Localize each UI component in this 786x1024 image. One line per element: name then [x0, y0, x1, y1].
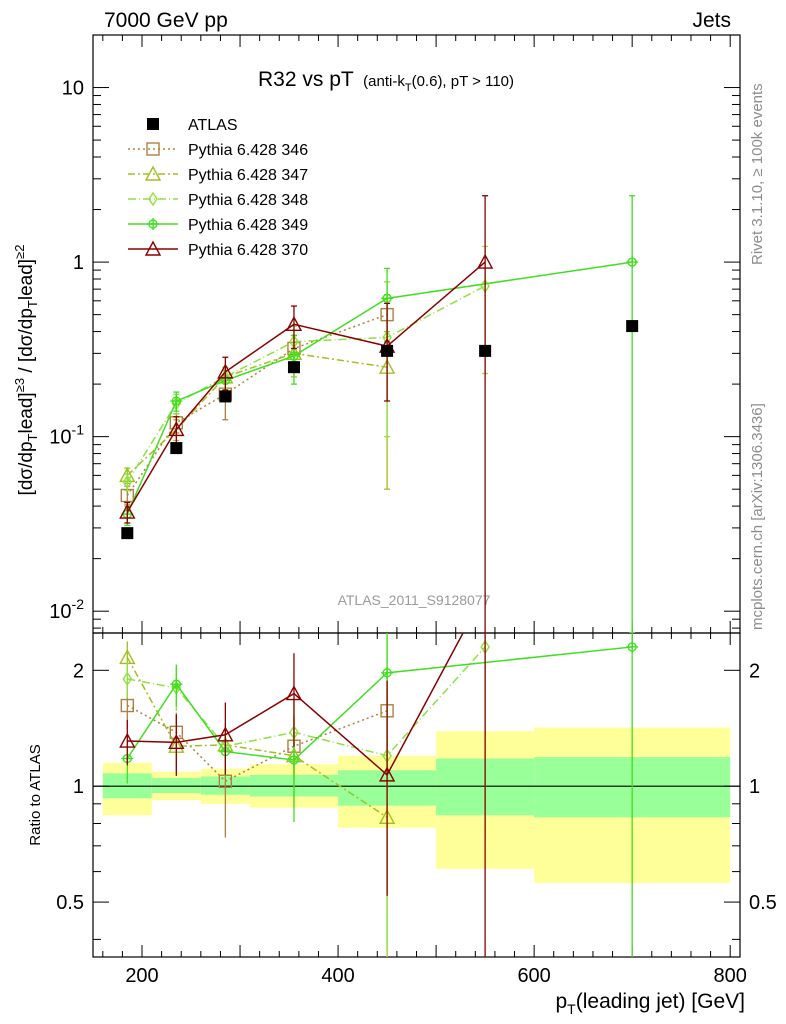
side-label-rivet: Rivet 3.1.10, ≥ 100k events: [749, 83, 766, 265]
ratio-point: [378, 766, 396, 782]
legend-marker: [144, 240, 162, 256]
x-tick-label: 400: [321, 965, 354, 987]
title-sub: (anti-k: [363, 73, 405, 90]
ratio-line: [126, 646, 633, 761]
series-349-main: [121, 195, 639, 633]
side-label-mcplots: mcplots.cern.ch [arXiv:1306.3436]: [749, 403, 766, 630]
x-tick-label: 800: [714, 965, 747, 987]
legend-marker: [144, 165, 162, 181]
ratio-point: [119, 732, 136, 748]
ratio-line: [127, 633, 464, 777]
series-370-main: [119, 195, 494, 633]
legend-label: Pythia 6.428 346: [188, 142, 308, 159]
header-right: Jets: [692, 9, 731, 32]
data-point: [217, 363, 234, 379]
title-sub-subscript: T: [405, 82, 412, 94]
data-point: [122, 474, 133, 490]
ratio-line: [127, 646, 486, 757]
series-347: [119, 330, 396, 957]
y-tick-label-bottom: 1: [73, 776, 84, 798]
atlas-point: [170, 442, 183, 455]
legend-marker: [147, 118, 159, 130]
x-tick-label: 200: [125, 965, 158, 987]
atlas-point: [381, 344, 394, 357]
data-point: [476, 253, 494, 269]
data-point: [119, 503, 136, 519]
data-point: [168, 420, 185, 437]
legend-item: Pythia 6.428 349: [128, 217, 308, 234]
y-tick-label-top: 10-1: [49, 422, 84, 449]
series-atlas: [121, 320, 639, 540]
series-370: [119, 195, 494, 957]
y-tick-label-top: 10: [62, 78, 84, 100]
ratio-point: [217, 726, 234, 742]
legend-label: Pythia 6.428 347: [188, 167, 308, 184]
legend-item: Pythia 6.428 348: [128, 191, 308, 209]
atlas-point: [219, 390, 232, 403]
legend-label: ATLAS: [188, 117, 238, 134]
series-line: [126, 313, 388, 496]
ratio-point: [168, 733, 185, 750]
x-tick-label: 600: [517, 965, 550, 987]
plot-title: R32 vs pT (anti-kT(0.6), pT > 110): [258, 68, 514, 94]
atlas-point: [626, 320, 639, 333]
stat-uncertainty-band: [151, 778, 201, 794]
legend-label: Pythia 6.428 349: [188, 217, 308, 234]
x-axis-label: pT(leading jet) [GeV]: [555, 990, 745, 1017]
legend-label: Pythia 6.428 348: [188, 192, 308, 209]
y-tick-label-bottom-right: 2: [749, 660, 760, 682]
series-346-main: [120, 294, 394, 507]
header-left: 7000 GeV pp: [104, 9, 228, 32]
data-point: [285, 315, 303, 332]
legend-marker: [148, 191, 158, 207]
series-347-main: [119, 330, 396, 490]
legend-item: Pythia 6.428 370: [128, 240, 308, 259]
series-line: [126, 261, 633, 515]
y-axis-label-bottom: Ratio to ATLAS: [27, 744, 44, 845]
series-layer: [119, 195, 639, 957]
series-370-ratio: [119, 633, 486, 957]
atlas-point: [287, 361, 300, 374]
reference-bands: [102, 727, 731, 884]
ratio-point: [122, 671, 133, 687]
y-tick-label-top: 10-2: [49, 596, 84, 623]
y-tick-label-bottom: 0.5: [56, 892, 84, 914]
legend-item: Pythia 6.428 347: [128, 165, 308, 184]
series-line: [126, 352, 388, 476]
watermark: ATLAS_2011_S9128077: [338, 592, 491, 608]
y-tick-label-bottom-right: 1: [749, 776, 760, 798]
title-main: R32 vs pT: [258, 68, 354, 91]
y-tick-label-bottom-right: 0.5: [749, 892, 777, 914]
legend-marker: [146, 142, 160, 156]
legend-item: ATLAS: [147, 117, 238, 134]
y-axis-label-top: [dσ/dpTlead]≥3 / [dσ/dpTlead]≥2: [12, 245, 40, 496]
ratio-point: [285, 685, 303, 701]
series-line: [126, 285, 486, 483]
y-tick-label-top: 1: [73, 252, 84, 274]
y-tick-label-bottom: 2: [73, 660, 84, 682]
title-sub-tail: (0.6), pT > 110): [412, 73, 514, 90]
legend: ATLAS Pythia 6.428 346 Pythia 6.428 347 Pyt…: [128, 117, 308, 259]
axes: 200 400 600 800 10-2 10-1 1 10 0.5 0.5 1 1 2 2: [49, 34, 777, 987]
series-line: [126, 261, 486, 513]
ratio-point: [120, 698, 135, 713]
atlas-point: [479, 344, 492, 357]
legend-item: Pythia 6.428 346: [128, 142, 308, 159]
legend-label: Pythia 6.428 370: [188, 242, 308, 259]
atlas-point: [121, 527, 134, 540]
